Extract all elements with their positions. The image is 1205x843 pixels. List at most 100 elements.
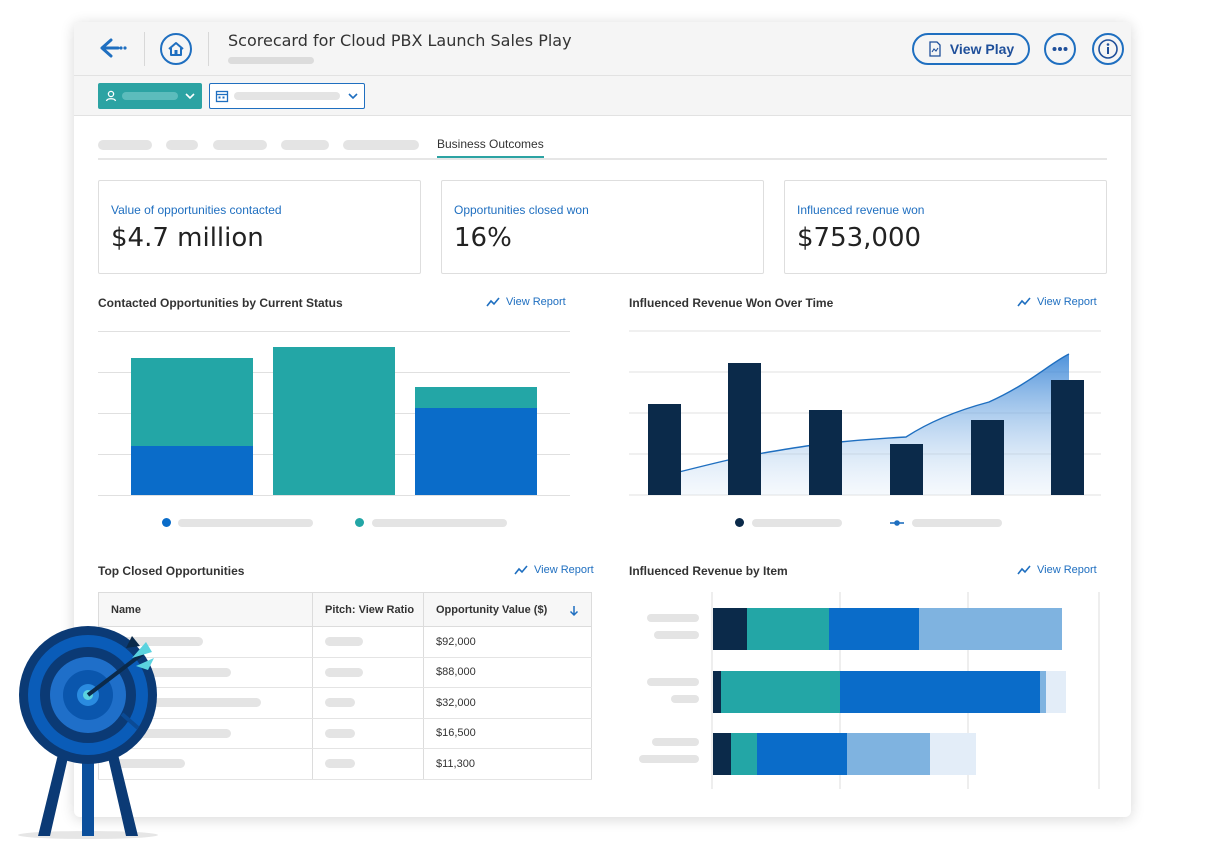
view-report-link[interactable]: View Report [1017, 564, 1097, 576]
target-icon [18, 626, 158, 839]
kpi-card: Influenced revenue won $753,000 [784, 180, 1107, 274]
divider [208, 32, 209, 66]
status-bar-segment[interactable] [131, 358, 253, 446]
divider [144, 32, 145, 66]
revenue-bar[interactable] [648, 404, 681, 495]
legend-label-placeholder [752, 519, 842, 527]
item-label-placeholder [639, 755, 699, 763]
column-header-label: Opportunity Value ($) [436, 603, 548, 616]
view-play-label: View Play [949, 41, 1015, 57]
value-cell: $88,000 [423, 657, 592, 688]
item-bar-segment[interactable] [930, 733, 976, 775]
view-report-link[interactable]: View Report [514, 564, 594, 576]
ratio-placeholder [325, 667, 363, 677]
item-bar-segment[interactable] [829, 608, 919, 650]
section-title: Top Closed Opportunities [98, 564, 245, 578]
legend-label-placeholder [372, 519, 507, 527]
page-title: Scorecard for Cloud PBX Launch Sales Pla… [228, 31, 572, 50]
revenue-bar[interactable] [890, 444, 923, 495]
legend-label-placeholder [912, 519, 1002, 527]
legend-label-placeholder [178, 519, 313, 527]
filter-value-placeholder [234, 92, 340, 100]
home-icon [168, 42, 184, 56]
scorecard-window: Scorecard for Cloud PBX Launch Sales Pla… [74, 22, 1131, 817]
view-play-button[interactable]: View Play [912, 33, 1030, 65]
name-placeholder [111, 728, 231, 738]
kpi-value: $753,000 [797, 223, 922, 253]
item-bar-segment[interactable] [713, 733, 731, 775]
grid-line [98, 495, 570, 496]
ratio-cell [312, 687, 424, 719]
item-bar-segment[interactable] [919, 608, 1062, 650]
item-bar-segment[interactable] [721, 671, 840, 713]
filter-bar [74, 76, 1131, 116]
column-header-opportunity-value[interactable]: Opportunity Value ($) [423, 592, 592, 627]
ratio-cell [312, 657, 424, 688]
filter-value-placeholder [122, 92, 178, 100]
ratio-placeholder [325, 728, 355, 738]
item-bar-segment[interactable] [1046, 671, 1066, 713]
table-row[interactable]: $32,000 [98, 687, 592, 719]
table-row[interactable]: $11,300 [98, 748, 592, 780]
view-report-link[interactable]: View Report [486, 296, 566, 308]
value-cell: $11,300 [423, 748, 592, 780]
revenue-bar[interactable] [1051, 380, 1084, 495]
trend-icon [1017, 565, 1031, 575]
more-options-button[interactable] [1044, 33, 1076, 65]
trend-icon [1017, 297, 1031, 307]
grid-line [98, 331, 570, 332]
info-button[interactable] [1092, 33, 1124, 65]
value-cell: $92,000 [423, 626, 592, 658]
document-icon [929, 41, 941, 57]
item-bar-segment[interactable] [847, 733, 930, 775]
calendar-icon [215, 90, 229, 103]
tab-placeholder[interactable] [98, 140, 152, 150]
value-cell: $16,500 [423, 718, 592, 749]
name-cell [98, 748, 313, 780]
item-bar-segment[interactable] [757, 733, 847, 775]
tab-placeholder[interactable] [281, 140, 329, 150]
ratio-cell [312, 626, 424, 658]
back-button[interactable] [98, 34, 128, 62]
item-label-placeholder [654, 631, 699, 639]
item-bar-segment[interactable] [747, 608, 829, 650]
table-row[interactable]: $16,500 [98, 718, 592, 749]
subtitle-placeholder [228, 57, 314, 64]
value-cell: $32,000 [423, 687, 592, 719]
status-bar-segment[interactable] [131, 446, 253, 495]
view-report-link[interactable]: View Report [1017, 296, 1097, 308]
back-arrow-icon [100, 38, 127, 58]
revenue-bar[interactable] [971, 420, 1004, 495]
legend-marker [162, 518, 171, 527]
ratio-cell [312, 748, 424, 780]
item-label-placeholder [647, 614, 699, 622]
item-label-placeholder [652, 738, 699, 746]
item-bar-segment[interactable] [713, 608, 747, 650]
status-bar-segment[interactable] [415, 408, 537, 495]
date-filter-dropdown[interactable] [209, 83, 365, 109]
legend-marker [355, 518, 364, 527]
item-bar-segment[interactable] [713, 671, 721, 713]
sort-down-icon[interactable] [569, 605, 579, 617]
status-bar-segment[interactable] [415, 387, 537, 408]
tab-placeholder[interactable] [213, 140, 267, 150]
info-icon [1098, 39, 1118, 59]
ratio-placeholder [325, 637, 363, 647]
team-filter-dropdown[interactable] [98, 83, 202, 109]
top-bar: Scorecard for Cloud PBX Launch Sales Pla… [74, 22, 1131, 76]
status-bar-segment[interactable] [273, 347, 395, 495]
item-bar-segment[interactable] [840, 671, 1040, 713]
revenue-bar[interactable] [728, 363, 761, 495]
tab-business-outcomes[interactable]: Business Outcomes [437, 137, 544, 158]
legend-marker [735, 518, 744, 527]
table-header-row: Name Pitch: View Ratio Opportunity Value… [98, 592, 592, 627]
column-header-pitch-ratio[interactable]: Pitch: View Ratio [312, 592, 424, 627]
revenue-bar[interactable] [809, 410, 842, 495]
column-header-name[interactable]: Name [98, 592, 313, 627]
tab-placeholder[interactable] [343, 140, 419, 150]
item-bar-segment[interactable] [1040, 671, 1046, 713]
tab-placeholder[interactable] [166, 140, 198, 150]
more-icon [1052, 47, 1068, 51]
home-button[interactable] [160, 33, 192, 65]
item-bar-segment[interactable] [731, 733, 757, 775]
